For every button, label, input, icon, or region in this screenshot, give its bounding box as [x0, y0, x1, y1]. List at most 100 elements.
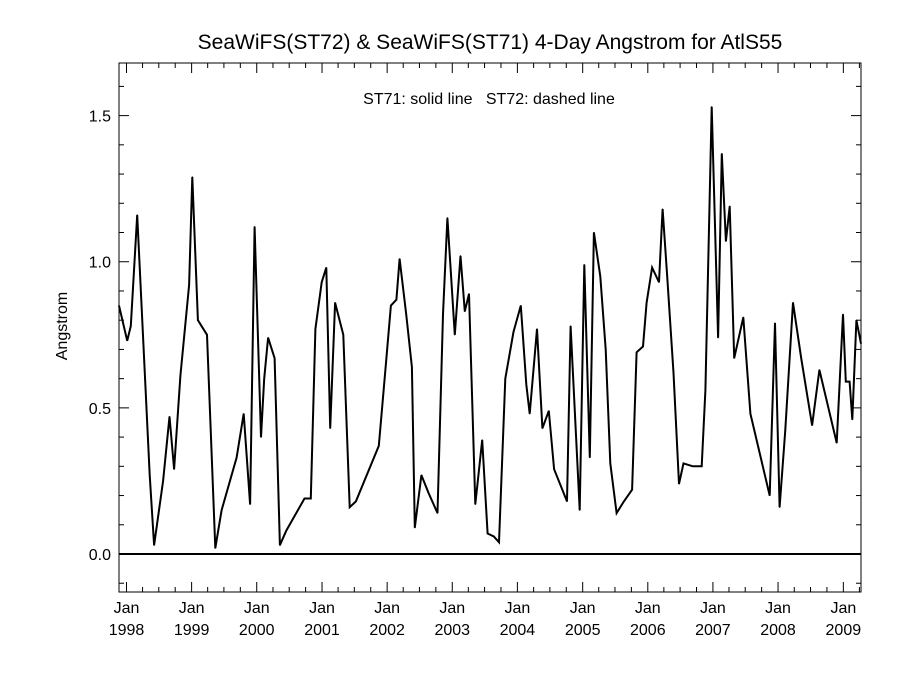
data-point: [329, 427, 331, 429]
data-point: [420, 474, 423, 476]
data-point: [818, 369, 821, 371]
data-point: [390, 304, 392, 307]
data-point: [529, 413, 531, 415]
data-point: [749, 413, 751, 415]
data-point: [486, 532, 489, 535]
data-point: [566, 500, 568, 502]
data-point: [836, 442, 838, 444]
data-point: [536, 328, 538, 330]
data-point: [459, 255, 462, 257]
data-point: [800, 357, 802, 359]
x-tick-label-year: 2009: [826, 622, 862, 639]
data-point: [464, 310, 466, 313]
data-point: [314, 328, 317, 330]
data-point: [848, 380, 851, 383]
x-tick-label-year: 1999: [174, 622, 210, 639]
data-point: [321, 281, 323, 283]
data-point: [214, 547, 216, 549]
data-point: [405, 313, 407, 315]
data-point: [672, 372, 675, 374]
x-tick-label-month: Jan: [439, 600, 465, 617]
data-point: [704, 389, 707, 391]
data-point: [692, 465, 694, 467]
data-point: [191, 176, 193, 178]
data-point: [136, 214, 138, 216]
data-point: [520, 304, 522, 307]
data-point: [742, 316, 744, 318]
data-point: [446, 217, 449, 219]
data-point: [583, 264, 585, 266]
data-point: [721, 153, 723, 155]
data-point: [589, 456, 591, 459]
data-point: [442, 313, 444, 315]
x-tick-label-month: Jan: [570, 600, 596, 617]
x-tick-label-year: 1998: [109, 622, 145, 639]
data-point: [385, 357, 388, 359]
data-point: [378, 445, 380, 447]
data-point: [273, 357, 276, 359]
x-tick-label-month: Jan: [179, 600, 205, 617]
y-tick-label: 1.0: [89, 255, 111, 272]
data-point: [651, 266, 653, 269]
data-point: [541, 427, 543, 429]
data-point: [504, 378, 506, 380]
data-point: [784, 430, 786, 432]
data-point: [454, 334, 456, 336]
data-point: [355, 500, 357, 502]
data-point: [493, 535, 495, 538]
data-point: [842, 313, 844, 315]
data-point: [701, 465, 703, 467]
data-point: [642, 345, 644, 348]
data-point: [468, 293, 470, 295]
y-tick-label: 0.5: [89, 401, 111, 418]
data-point: [792, 302, 794, 304]
data-point: [395, 299, 398, 301]
x-tick-label-month: Jan: [374, 600, 400, 617]
x-tick-label-month: Jan: [765, 600, 791, 617]
data-point: [334, 302, 336, 304]
data-point: [249, 503, 251, 505]
data-point: [811, 424, 813, 427]
data-point: [279, 544, 281, 546]
data-point: [662, 208, 664, 210]
data-point: [168, 416, 171, 418]
y-tick-label: 1.5: [89, 109, 111, 126]
x-tick-label-month: Jan: [635, 600, 661, 617]
data-point: [153, 544, 155, 546]
x-tick-label-year: 2002: [369, 622, 405, 639]
data-point: [263, 378, 265, 380]
y-tick-label: 0.0: [89, 547, 111, 564]
data-point: [729, 205, 731, 207]
data-point: [149, 474, 151, 476]
data-point: [220, 509, 223, 511]
plot-frame: [118, 62, 862, 593]
data-point: [769, 494, 771, 497]
data-point: [593, 231, 595, 234]
data-point: [553, 468, 555, 470]
x-tick-label-month: Jan: [504, 600, 530, 617]
x-tick-label-month: Jan: [114, 600, 140, 617]
series-line-st71: [118, 106, 862, 549]
data-point: [411, 366, 413, 368]
x-tick-label-year: 2006: [630, 622, 666, 639]
data-point: [303, 497, 306, 500]
data-point: [342, 334, 344, 336]
data-point: [130, 325, 132, 327]
data-point: [498, 541, 500, 543]
data-point: [235, 456, 238, 459]
data-point: [349, 506, 351, 508]
data-point: [243, 413, 245, 415]
data-point: [325, 266, 327, 269]
data-point: [525, 383, 527, 386]
data-point: [569, 325, 572, 327]
x-tick-label-year: 2005: [565, 622, 601, 639]
data-point: [474, 503, 476, 505]
data-point: [774, 322, 776, 324]
data-point: [436, 512, 439, 514]
data-point: [845, 380, 847, 383]
data-point: [631, 489, 633, 491]
data-point: [481, 439, 483, 441]
data-point: [711, 106, 713, 108]
data-point: [615, 512, 618, 514]
